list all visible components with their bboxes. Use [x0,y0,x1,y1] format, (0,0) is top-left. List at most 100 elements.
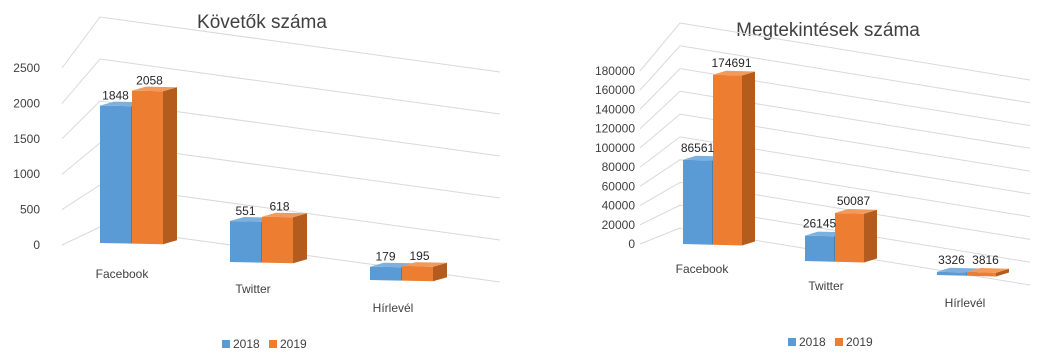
legend-label-2019: 2019 [846,335,873,349]
legend-label-2019: 2019 [280,337,307,351]
x-category-label: Hírlevél [373,301,414,315]
gridline [61,100,501,157]
bar-top [713,70,755,76]
y-tick-label: 180000 [595,64,635,78]
y-tick-label: 0 [33,238,40,252]
x-category-label: Twitter [235,282,270,296]
bar-top [262,212,307,218]
chart-title: Megtekintések száma [736,20,920,41]
gridline [639,68,1031,127]
bar-front [683,159,712,245]
bar-side [742,71,755,246]
y-tick-label: 100000 [595,141,635,155]
gridline [639,22,1031,81]
bar-top [967,268,1009,273]
data-label: 179 [375,250,395,264]
bar-top [835,209,877,214]
legend: 2018 2019 [222,337,307,351]
y-axis-ticks: 0 20000 40000 60000 80000 100000 120000 140000 1… [595,64,635,251]
data-label: 86561 [681,141,715,155]
bars [683,70,1009,277]
gridline [639,113,1031,172]
bar-front [262,216,293,264]
legend-label-2018: 2018 [233,337,260,351]
data-labels: 1848 2058 551 618 179 195 [102,74,430,264]
data-label: 195 [409,249,429,263]
legend: 2018 2019 [788,335,873,349]
bar-front [230,221,261,263]
y-tick-label: 140000 [595,102,635,116]
y-tick-label: 500 [20,203,40,217]
x-axis-categories: Facebook Twitter Hírlevél [96,267,414,315]
y-tick-label: 160000 [595,83,635,97]
data-label: 1848 [102,89,129,103]
chart-followers: Követők száma 0 500 1000 1500 2000 2500 1848 2… [13,12,501,351]
bar-side [996,268,1009,277]
y-axis-ticks: 0 500 1000 1500 2000 2500 [13,61,40,252]
bars [100,86,447,282]
bar-front [713,74,742,246]
y-tick-label: 0 [628,237,635,251]
bar-twitter-2019 [262,212,307,264]
legend-swatch-2019 [269,340,277,348]
y-tick-label: 2500 [13,61,40,75]
data-label: 3816 [972,253,999,267]
gridline [61,58,501,115]
bar-facebook-2019 [713,70,755,246]
y-tick-label: 80000 [602,160,636,174]
bar-front [805,235,834,262]
x-category-label: Facebook [96,267,150,281]
bar-front [937,271,966,276]
bar-side [163,87,177,245]
data-label: 2058 [136,74,163,88]
bar-front [132,90,163,245]
legend-swatch-2018 [788,338,796,346]
y-tick-label: 1000 [13,167,40,181]
bar-front [100,105,131,244]
bar-side [293,213,307,264]
gridline [639,181,1031,240]
gridline [639,204,1031,263]
bar-front [967,272,996,277]
data-label: 3326 [938,253,965,267]
bar-side [864,209,877,263]
bar-front [835,213,864,263]
bar-facebook-2019 [132,86,177,245]
chart-title: Követők száma [197,12,327,33]
x-category-label: Hírlevél [945,296,986,310]
bar-twitter-2019 [835,209,877,263]
bar-hírlevél-2019 [967,268,1009,277]
gridline [639,90,1031,149]
data-label: 618 [269,200,289,214]
y-tick-label: 20000 [602,218,636,232]
gridline [639,45,1031,104]
legend-swatch-2018 [222,340,230,348]
bar-top [402,262,447,267]
bar-front [370,266,401,281]
bar-side [433,262,447,282]
y-tick-label: 60000 [602,179,636,193]
data-label: 174691 [711,56,751,70]
x-category-label: Facebook [676,262,730,276]
y-tick-label: 2000 [13,96,40,110]
y-tick-label: 40000 [602,199,636,213]
x-axis-categories: Facebook Twitter Hírlevél [676,262,986,310]
legend-swatch-2019 [835,338,843,346]
data-label: 50087 [837,194,871,208]
chart-views: Megtekintések száma 0 20000 40000 60000 8000… [595,20,1031,349]
gridline [639,159,1031,218]
data-label: 551 [235,204,255,218]
x-category-label: Twitter [808,279,843,293]
legend-label-2018: 2018 [799,335,826,349]
gridline [639,136,1031,195]
bar-front [402,266,433,282]
gridline [61,16,501,73]
gridline [639,227,1031,286]
data-label: 26145 [803,217,837,231]
bar-top [937,267,979,273]
bar-hírlevél-2019 [402,262,447,282]
y-tick-label: 120000 [595,122,635,136]
bar-top [132,86,177,92]
